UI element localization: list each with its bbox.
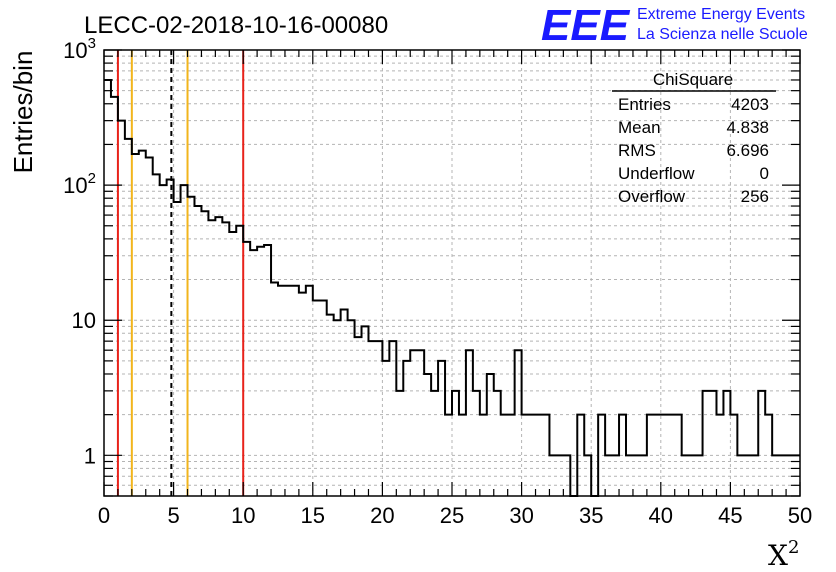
stats-title: ChiSquare: [653, 70, 733, 89]
stats-box: ChiSquare Entries 4203 Mean 4.838 RMS 6.…: [612, 70, 776, 206]
x-tick-label: 50: [788, 503, 812, 528]
x-tick-label: 10: [231, 503, 255, 528]
eee-logo: EEE: [541, 1, 631, 50]
y-axis-title: Entries/bin: [8, 51, 38, 174]
stats-value-entries: 4203: [731, 95, 769, 114]
x-axis-title: X2: [768, 537, 799, 572]
logo-line-1: Extreme Energy Events: [637, 6, 805, 23]
x-tick-label: 40: [649, 503, 673, 528]
stats-value-rms: 6.696: [726, 141, 769, 160]
logo-line-2: La Scienza nelle Scuole: [637, 26, 808, 43]
stats-label-mean: Mean: [618, 118, 661, 137]
stats-value-overflow: 256: [741, 187, 769, 206]
y-tick-label: 1: [84, 443, 96, 468]
x-tick-label: 30: [509, 503, 533, 528]
y-tick-label-exp: 2: [88, 170, 96, 187]
y-tick-label-base: 1: [84, 443, 96, 468]
stats-label-entries: Entries: [618, 95, 671, 114]
y-tick-label-base: 10: [63, 173, 87, 198]
x-tick-label: 5: [167, 503, 179, 528]
x-tick-label: 0: [98, 503, 110, 528]
x-tick-label: 45: [718, 503, 742, 528]
y-tick-label-base: 10: [72, 308, 96, 333]
x-axis-title-exp: 2: [788, 537, 799, 558]
histogram-outline: [104, 78, 800, 497]
stats-value-mean: 4.838: [726, 118, 769, 137]
y-tick-label: 102: [63, 170, 96, 198]
y-tick-label-base: 10: [63, 38, 87, 63]
stats-label-underflow: Underflow: [618, 164, 695, 183]
stats-value-underflow: 0: [760, 164, 769, 183]
y-tick-label: 103: [63, 35, 96, 63]
y-tick-label: 10: [72, 308, 96, 333]
grid-lines: [104, 50, 800, 496]
stats-label-overflow: Overflow: [618, 187, 686, 206]
stats-label-rms: RMS: [618, 141, 656, 160]
run-title: LECC-02-2018-10-16-00080: [84, 12, 388, 39]
x-tick-label: 35: [579, 503, 603, 528]
reference-lines: [116, 50, 245, 496]
x-tick-label: 15: [301, 503, 325, 528]
y-tick-label-exp: 3: [88, 35, 96, 52]
x-tick-label: 25: [440, 503, 464, 528]
x-axis-title-base: X: [768, 539, 788, 572]
x-tick-label: 20: [370, 503, 394, 528]
axes: [103, 49, 801, 497]
